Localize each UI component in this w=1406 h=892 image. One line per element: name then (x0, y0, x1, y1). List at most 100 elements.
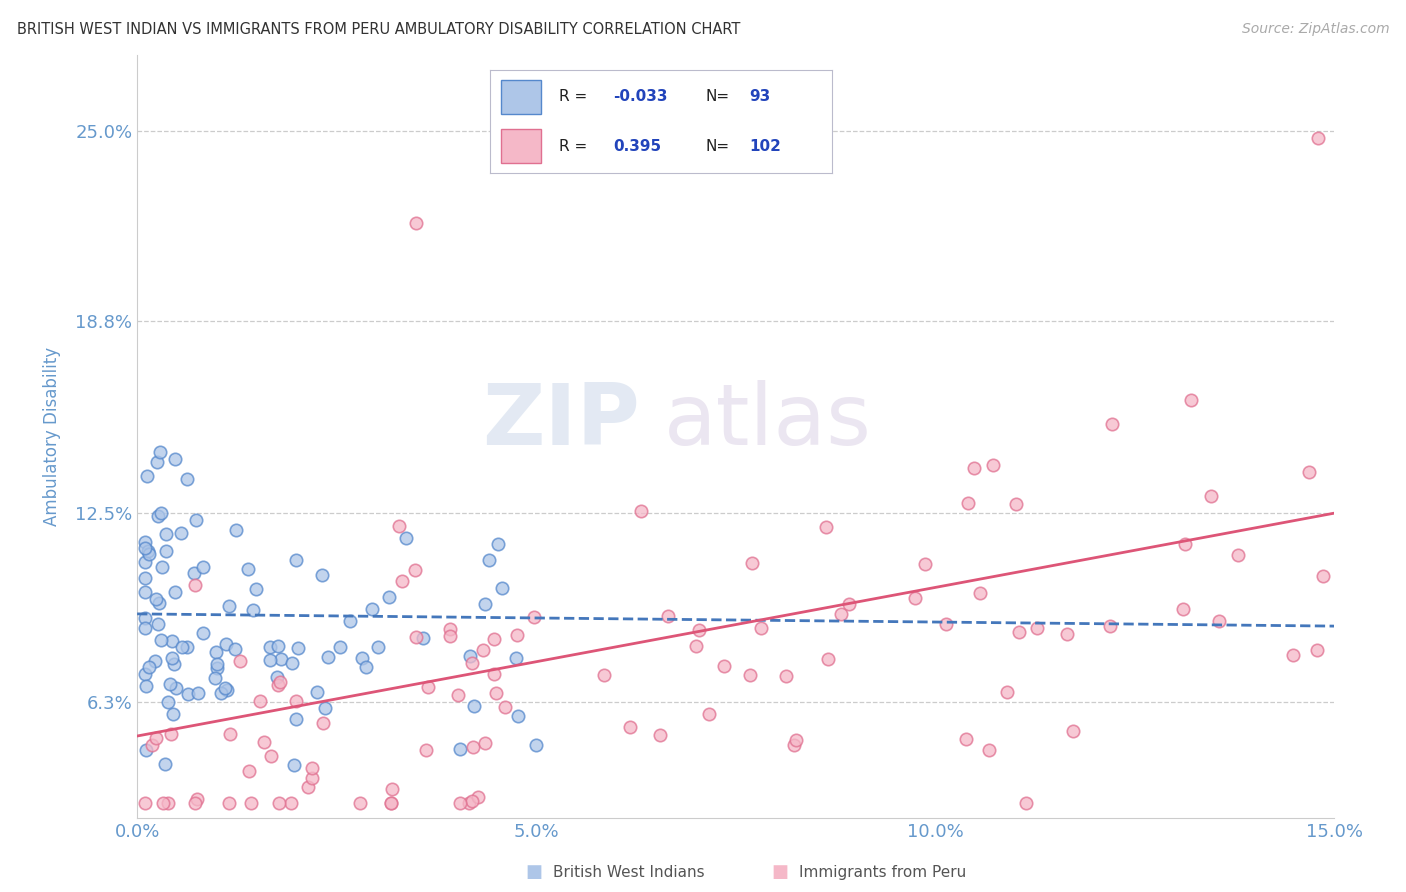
Point (301, 772, 323, 786)
Point (305, 685, 328, 699)
Point (183, 578, 205, 592)
Point (817, 651, 839, 665)
Point (648, 728, 671, 742)
Point (405, 631, 427, 645)
Point (697, 707, 720, 722)
Point (377, 590, 399, 604)
Point (914, 557, 936, 571)
Text: BRITISH WEST INDIAN VS IMMIGRANTS FROM PERU AMBULATORY DISABILITY CORRELATION CH: BRITISH WEST INDIAN VS IMMIGRANTS FROM P… (17, 22, 740, 37)
Point (688, 624, 710, 638)
Point (478, 553, 501, 567)
Text: ZIP: ZIP (482, 380, 640, 463)
Point (134, 535, 156, 549)
Point (381, 782, 404, 797)
Point (150, 559, 173, 574)
Point (134, 796, 156, 810)
Point (783, 738, 806, 752)
Point (314, 701, 336, 715)
Point (619, 720, 641, 734)
Point (461, 739, 484, 754)
Point (138, 660, 160, 674)
Point (267, 678, 290, 692)
Point (301, 761, 323, 775)
Point (239, 796, 262, 810)
Point (145, 454, 167, 468)
Point (482, 632, 505, 647)
Point (838, 597, 860, 611)
Point (157, 796, 180, 810)
Point (482, 667, 505, 681)
Point (160, 634, 183, 648)
Point (207, 661, 229, 675)
Point (172, 640, 194, 654)
Point (266, 670, 288, 684)
Point (225, 523, 247, 537)
Point (467, 790, 489, 805)
Point (415, 742, 437, 756)
Point (187, 685, 209, 699)
Point (439, 622, 461, 636)
Point (350, 651, 373, 665)
Point (218, 796, 240, 810)
Point (253, 735, 276, 749)
Point (219, 727, 242, 741)
Point (191, 626, 214, 640)
Text: ■: ■ (526, 863, 543, 881)
Point (236, 562, 259, 576)
Point (287, 640, 309, 655)
Point (134, 571, 156, 585)
Point (367, 640, 389, 655)
Point (977, 743, 1000, 757)
Point (471, 642, 494, 657)
Point (1101, 417, 1123, 431)
Point (285, 553, 308, 567)
Point (148, 445, 170, 459)
Point (145, 591, 167, 606)
Point (738, 667, 761, 681)
Point (1004, 497, 1026, 511)
Point (904, 591, 927, 605)
Point (349, 796, 371, 810)
Point (713, 659, 735, 673)
Point (184, 513, 207, 527)
Point (145, 731, 167, 745)
Point (134, 541, 156, 555)
Point (148, 616, 170, 631)
Point (135, 680, 157, 694)
Point (1026, 621, 1049, 635)
Point (136, 544, 159, 558)
Text: Source: ZipAtlas.com: Source: ZipAtlas.com (1241, 22, 1389, 37)
Point (159, 676, 181, 690)
Point (329, 640, 352, 654)
Point (630, 504, 652, 518)
Point (380, 796, 402, 810)
Point (143, 654, 166, 668)
Point (450, 796, 472, 810)
Point (134, 621, 156, 635)
Point (505, 650, 527, 665)
Point (412, 631, 434, 645)
Point (204, 671, 226, 685)
Point (209, 685, 232, 699)
Point (134, 555, 156, 569)
Point (1305, 642, 1327, 657)
Point (741, 557, 763, 571)
Point (1282, 648, 1305, 663)
Point (162, 707, 184, 722)
Point (162, 657, 184, 672)
Point (176, 472, 198, 486)
Point (238, 764, 260, 779)
Text: British West Indians: British West Indians (553, 865, 704, 880)
Point (245, 582, 267, 596)
Point (285, 694, 308, 708)
Point (1174, 537, 1197, 551)
Point (224, 641, 246, 656)
Point (439, 629, 461, 643)
Point (1180, 393, 1202, 408)
Point (242, 603, 264, 617)
Point (184, 796, 207, 810)
Point (155, 527, 177, 541)
Point (205, 645, 228, 659)
Point (138, 547, 160, 561)
Point (150, 632, 173, 647)
